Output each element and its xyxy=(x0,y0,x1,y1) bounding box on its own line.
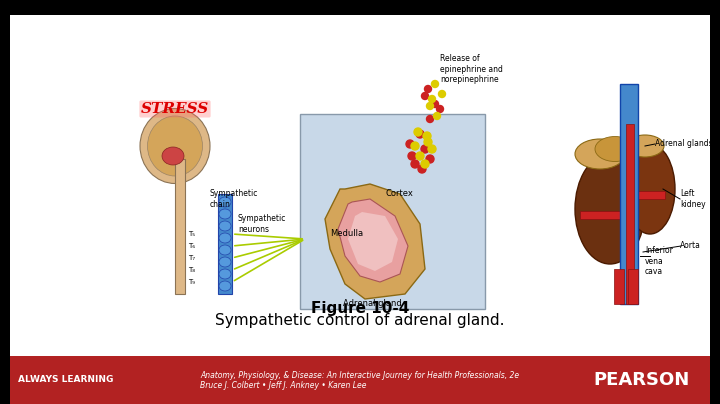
Text: T₇: T₇ xyxy=(188,255,195,261)
Circle shape xyxy=(414,128,422,136)
Bar xyxy=(628,269,638,304)
Circle shape xyxy=(426,116,433,122)
Text: Figure 10-4: Figure 10-4 xyxy=(311,301,409,316)
Bar xyxy=(614,269,624,304)
Circle shape xyxy=(438,90,446,97)
Ellipse shape xyxy=(219,209,231,219)
Bar xyxy=(580,211,630,219)
Text: Left
kidney: Left kidney xyxy=(680,189,706,209)
Ellipse shape xyxy=(219,257,231,267)
Circle shape xyxy=(421,160,429,168)
Text: Release of
epinephrine and
norepinephrine: Release of epinephrine and norepinephrin… xyxy=(440,54,503,84)
Bar xyxy=(626,124,634,304)
Circle shape xyxy=(433,112,441,120)
Bar xyxy=(300,114,485,309)
Text: Sympathetic
chain: Sympathetic chain xyxy=(210,189,258,209)
Circle shape xyxy=(406,140,414,148)
Ellipse shape xyxy=(575,139,625,169)
Text: T₉: T₉ xyxy=(188,279,195,285)
Ellipse shape xyxy=(219,233,231,243)
Circle shape xyxy=(426,103,433,109)
Ellipse shape xyxy=(219,197,231,207)
Bar xyxy=(175,159,185,294)
Circle shape xyxy=(423,132,431,140)
Polygon shape xyxy=(348,212,398,271)
Ellipse shape xyxy=(595,137,635,162)
Circle shape xyxy=(411,142,419,150)
Text: Bruce J. Colbert • Jeff J. Ankney • Karen Lee: Bruce J. Colbert • Jeff J. Ankney • Kare… xyxy=(200,381,366,391)
Circle shape xyxy=(421,93,428,99)
Bar xyxy=(218,194,232,294)
Circle shape xyxy=(418,165,426,173)
Circle shape xyxy=(428,145,436,153)
Circle shape xyxy=(436,105,444,112)
Text: Sympathetic control of adrenal gland.: Sympathetic control of adrenal gland. xyxy=(215,313,505,328)
Ellipse shape xyxy=(148,116,202,176)
Bar xyxy=(630,191,665,199)
Text: Anatomy, Physiology, & Disease: An Interactive Journey for Health Professionals,: Anatomy, Physiology, & Disease: An Inter… xyxy=(200,372,519,381)
Polygon shape xyxy=(325,184,425,299)
Ellipse shape xyxy=(162,147,184,165)
Text: T₅: T₅ xyxy=(188,231,195,237)
Ellipse shape xyxy=(625,144,675,234)
Bar xyxy=(10,15,710,356)
Polygon shape xyxy=(338,199,408,282)
Circle shape xyxy=(416,130,424,138)
Text: Cortex: Cortex xyxy=(385,189,413,198)
Text: Medulla: Medulla xyxy=(330,229,363,238)
Circle shape xyxy=(408,152,416,160)
Circle shape xyxy=(416,152,424,160)
Text: Inferior
vena
cava: Inferior vena cava xyxy=(645,246,673,276)
Circle shape xyxy=(411,160,419,168)
Circle shape xyxy=(431,101,438,107)
Bar xyxy=(620,84,638,304)
Ellipse shape xyxy=(219,245,231,255)
Circle shape xyxy=(424,138,432,146)
Bar xyxy=(10,356,710,404)
Ellipse shape xyxy=(219,221,231,231)
Ellipse shape xyxy=(140,109,210,183)
Circle shape xyxy=(428,95,436,103)
Text: Adrenal gland: Adrenal gland xyxy=(343,299,401,309)
Ellipse shape xyxy=(219,269,231,279)
Text: Aorta: Aorta xyxy=(680,242,701,250)
Circle shape xyxy=(426,155,434,163)
Circle shape xyxy=(425,86,431,93)
Ellipse shape xyxy=(219,281,231,291)
Text: Sympathetic
neurons: Sympathetic neurons xyxy=(238,214,287,234)
Ellipse shape xyxy=(626,135,664,157)
Text: PEARSON: PEARSON xyxy=(594,371,690,389)
Text: Adrenal glands: Adrenal glands xyxy=(655,139,713,149)
Text: STRESS: STRESS xyxy=(141,102,209,116)
Text: T₈: T₈ xyxy=(188,267,195,273)
Text: ALWAYS LEARNING: ALWAYS LEARNING xyxy=(18,375,113,385)
Circle shape xyxy=(421,145,429,153)
Ellipse shape xyxy=(575,154,645,264)
Circle shape xyxy=(431,80,438,88)
Text: T₆: T₆ xyxy=(188,243,195,249)
